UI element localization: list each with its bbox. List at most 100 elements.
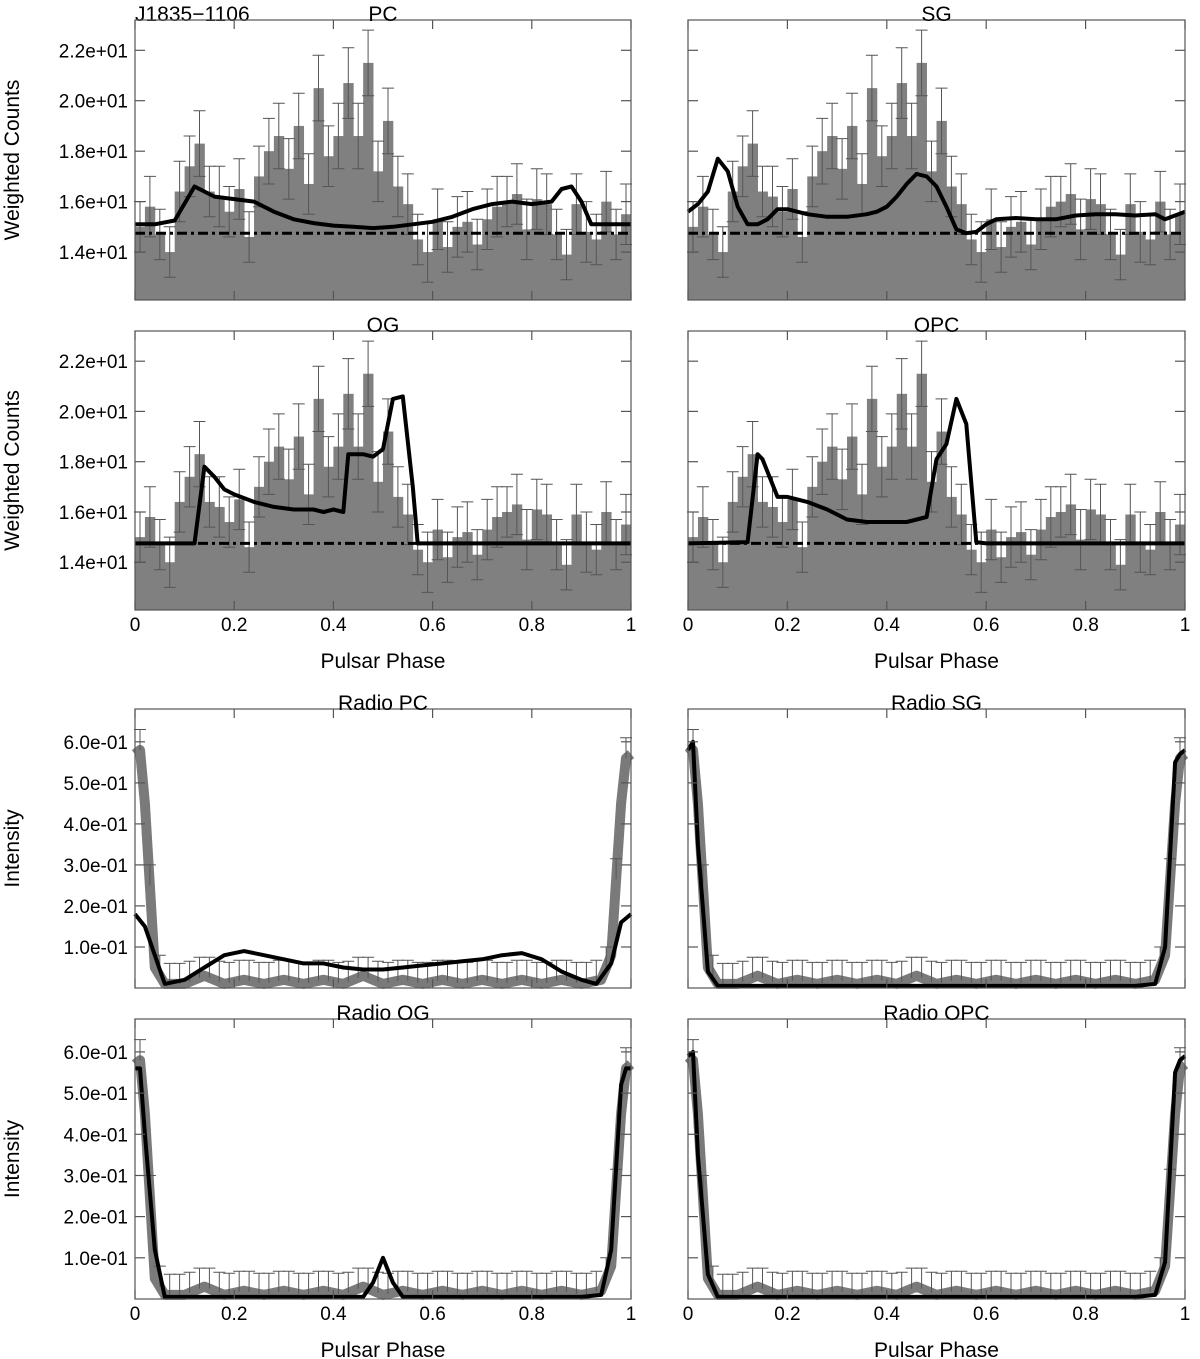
histogram-bar [313, 88, 324, 300]
error-bar [520, 959, 533, 981]
histogram-bar [1006, 537, 1017, 610]
y-tick-label: 5.0e-01 [64, 774, 128, 795]
radio-profile-line [131, 745, 635, 989]
error-bar [501, 486, 513, 538]
panel-frame [687, 19, 1186, 301]
x-tick-label: 0.6 [419, 615, 445, 636]
error-bar [716, 536, 729, 588]
error-bar [816, 961, 829, 983]
y-tick-label: 6.0e-01 [64, 1043, 128, 1064]
histogram-bar [323, 156, 334, 300]
error-bar [1015, 191, 1027, 253]
error-bar [332, 413, 345, 480]
histogram-bar [1175, 524, 1186, 610]
panel-radio-pc: 1.0e-01 2.0e-01 3.0e-01 4.0e-01 5.0e-01 6.0e-… [1, 692, 635, 989]
histogram-bar [373, 481, 384, 610]
error-bar [895, 960, 908, 982]
error-bar [875, 125, 888, 187]
histogram-bar [737, 166, 749, 300]
histogram-bar [303, 494, 314, 610]
histogram-bar [986, 219, 997, 300]
histogram-bar [442, 557, 453, 610]
histogram-bar [293, 436, 305, 610]
histogram-bar [343, 393, 354, 610]
error-bar [143, 175, 156, 238]
error-bar [282, 138, 295, 200]
error-bar [332, 102, 345, 170]
histogram-bar [154, 544, 166, 610]
error-bar [885, 413, 898, 480]
histogram-bar [492, 517, 503, 610]
histogram-bar [273, 136, 285, 300]
error-bar [766, 1271, 779, 1293]
y-tick-label: 2.2e+01 [59, 352, 128, 373]
error-bar [223, 496, 236, 548]
error-bar [1134, 1272, 1147, 1294]
histogram-bar [144, 517, 156, 610]
panel-title: OPC [914, 314, 960, 337]
histogram-bar [856, 183, 868, 300]
error-bar [995, 1270, 1008, 1292]
panel-title: SG [921, 3, 951, 26]
model-curve [135, 394, 631, 546]
error-bar [1144, 524, 1157, 576]
error-bar [1114, 959, 1127, 981]
histogram-bar [531, 199, 543, 300]
error-bar [520, 1270, 533, 1292]
panel-sg: SG [686, 3, 1186, 301]
error-bar [995, 221, 1008, 273]
error-bar [1114, 228, 1127, 281]
model-curve [133, 912, 633, 986]
panel-title: Radio PC [338, 692, 428, 715]
x-tick-label: 0.4 [874, 1304, 901, 1325]
error-bar [302, 153, 315, 215]
histogram-bar [847, 436, 858, 610]
histogram-bar [1065, 504, 1077, 610]
error-bar [955, 1270, 968, 1292]
error-bar [471, 218, 484, 271]
histogram-bar [777, 522, 788, 610]
y-tick-label: 1.6e+01 [59, 503, 128, 524]
histogram-bar [946, 496, 957, 610]
histogram-bar [571, 204, 582, 300]
error-bar [203, 1267, 216, 1289]
histogram-bar [621, 524, 632, 610]
error-bar [362, 340, 375, 407]
histogram-bar [906, 446, 918, 610]
histogram-bar [244, 236, 255, 300]
error-bar [183, 1271, 196, 1293]
error-bar [756, 1267, 769, 1289]
error-bar [1114, 539, 1127, 591]
panel-frame [687, 330, 1186, 611]
error-bar [292, 403, 305, 470]
panel-title: Radio SG [891, 692, 982, 715]
error-bar [756, 956, 769, 978]
x-tick-label: 0 [683, 1304, 694, 1325]
model-curve [135, 1066, 631, 1299]
error-bar [1084, 168, 1097, 230]
error-bar [736, 960, 749, 982]
model-curve [135, 184, 631, 231]
error-bar [806, 145, 819, 208]
error-bar [726, 1273, 739, 1295]
histogram-bar [224, 211, 235, 300]
error-bar [706, 954, 719, 976]
error-bar [590, 524, 603, 576]
error-bar [481, 498, 494, 561]
histogram-bar [727, 501, 739, 610]
histogram-bar [1035, 219, 1047, 300]
histogram-bar [1016, 532, 1027, 610]
error-bar [342, 47, 355, 119]
error-bar [865, 365, 878, 432]
histogram-bar [1075, 539, 1086, 610]
histogram-bar [204, 501, 215, 610]
histogram-bar [1075, 229, 1086, 300]
error-bar [193, 110, 206, 177]
error-bar [1034, 1270, 1047, 1292]
error-bar [846, 403, 858, 470]
y-tick-label: 1.4e+01 [59, 553, 128, 574]
error-bar [312, 365, 325, 432]
histogram-bar [353, 446, 364, 610]
histogram-bar [747, 143, 758, 300]
error-bar [134, 729, 146, 750]
